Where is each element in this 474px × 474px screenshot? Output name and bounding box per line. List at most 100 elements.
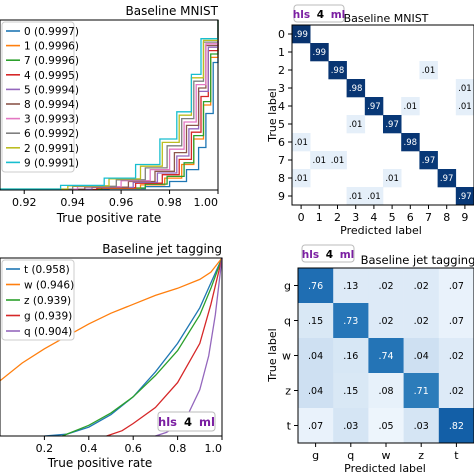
- badge-hls: hls: [293, 9, 310, 21]
- jet-cm-cell-value-2-0: .04: [308, 351, 323, 362]
- mnist-cm-cell-7-1: [310, 151, 329, 170]
- jet-cm-cell-value-3-3: .71: [414, 386, 429, 397]
- jet-roc-badge-text: hls 4 ml: [158, 415, 215, 429]
- jet-cm-cell-4-3: [403, 408, 440, 444]
- jet-cm-cell-1-1: [333, 303, 369, 339]
- mnist-roc-legend-label-3: 4 (0.9995): [24, 70, 79, 82]
- mnist-cm-ytick-label-2: 2: [278, 64, 285, 77]
- mnist-roc-legend-label-9: 9 (0.9991): [24, 157, 79, 169]
- mnist-cm-cell-1-1: [310, 43, 329, 62]
- jet-roc-legend: t (0.958) w (0.946) z (0.939) g (0.939) q (0…: [6, 264, 74, 338]
- mnist-roc-xtick-label-3: 0.98: [157, 196, 182, 209]
- jet-cm-cell-3-4: [438, 373, 474, 409]
- mnist-cm-ytick-label-8: 8: [278, 172, 285, 185]
- jet-cm-xlabel: Predicted label: [344, 462, 426, 474]
- jet-cm-cell-value-4-0: .07: [308, 421, 323, 432]
- jet-cm-cell-value-0-1: .13: [343, 281, 358, 292]
- jet-roc-axes-frame: [0, 257, 223, 437]
- jet-cm-cell-3-3: [403, 373, 440, 409]
- mnist-cm-xtick-label-0: 0: [298, 211, 305, 224]
- mnist-cm-cell-value-0-0: .99: [294, 30, 308, 40]
- mnist-cm-cell-4-4: [364, 97, 384, 116]
- jet-cm-ylabel: True label: [266, 328, 279, 382]
- jet-roc-badge: hls 4 ml: [157, 411, 216, 432]
- jet-cm-xtick-label-3: z: [418, 449, 424, 462]
- mnist-cm-cell-value-6-6: .98: [404, 138, 418, 148]
- mnist-roc-legend: 0 (0.9997) 1 (0.9996) 7 (0.9996) 4 (0.9995)…: [6, 26, 79, 169]
- mnist-cm-cell-3-9: [455, 79, 474, 98]
- jet-cm-cell-4-2: [368, 408, 404, 444]
- jet-roc-series-line-2: [61, 257, 223, 437]
- jet-cm-cell-value-1-0: .15: [308, 316, 323, 327]
- jet-cm-cell-3-0: [298, 373, 334, 409]
- panel-mnist-confusion: .99 .99 .98 .01 .98 .01 .97 .01 .01 .01 .97 .01 .98.…: [266, 4, 474, 237]
- jet-cm-ytick-label-4: t: [287, 419, 292, 432]
- mnist-roc-legend-label-1: 1 (0.9996): [24, 41, 79, 53]
- panel-mnist-roc: Baseline MNIST 0 (0.9997) 1 (0.9996) 7 (0.…: [0, 4, 219, 225]
- mnist-cm-cell-3-3: [346, 79, 366, 98]
- mnist-cm-ytick-label-0: 0: [278, 28, 285, 41]
- mnist-cm-cell-value-9-9: .97: [458, 192, 472, 202]
- mnist-cm-cell-9-3: [346, 187, 366, 206]
- mnist-roc-legend-label-7: 6 (0.9992): [24, 128, 79, 140]
- jet-cm-ytick-label-2: w: [282, 349, 291, 362]
- mnist-roc-xtick-label-0: 0.92: [12, 196, 37, 209]
- jet-roc-xtick-label-0: 0.2: [36, 442, 54, 455]
- jet-cm-cell-value-3-0: .04: [308, 386, 323, 397]
- jet-cm-cell-0-1: [333, 268, 369, 304]
- jet-cm-xtick-label-4: t: [454, 449, 459, 462]
- mnist-roc-legend-label-8: 2 (0.9991): [24, 143, 79, 155]
- jet-roc-legend-label-1: w (0.946): [24, 280, 74, 292]
- jet-cm-cell-value-4-1: .03: [343, 421, 358, 432]
- jet-cm-cell-1-4: [438, 303, 474, 339]
- jet-cm-cell-value-4-2: .05: [378, 421, 393, 432]
- mnist-cm-cell-value-6-0: .01: [294, 138, 308, 148]
- jet-cm-cell-value-1-3: .02: [414, 316, 429, 327]
- mnist-roc-legend-label-6: 3 (0.9993): [24, 114, 79, 126]
- jet-cm-cell-value-1-2: .02: [378, 316, 393, 327]
- jet-roc-xlabel: True positive rate: [47, 456, 153, 470]
- mnist-cm-title: Baseline MNIST: [344, 12, 429, 25]
- jet-cm-cell-2-3: [403, 338, 440, 374]
- mnist-roc-legend-label-2: 7 (0.9996): [24, 55, 79, 67]
- mnist-cm-ytick-label-6: 6: [278, 136, 285, 149]
- jet-cm-ytick-label-1: q: [284, 314, 291, 327]
- jet-cm-cell-value-4-3: .03: [414, 421, 429, 432]
- jet-cm-cell-0-4: [438, 268, 474, 304]
- mnist-roc-curves: [0, 20, 219, 191]
- mnist-cm-cell-value-1-1: .99: [313, 48, 327, 58]
- mnist-cm-cell-value-9-3: .01: [349, 192, 363, 202]
- mnist-cm-cell-value-7-1: .01: [313, 156, 327, 166]
- jet-cm-cell-value-3-1: .15: [343, 386, 358, 397]
- jet-cm-ytick-label-3: z: [285, 384, 291, 397]
- jet-roc-series-line-1: [0, 257, 223, 382]
- mnist-cm-cell-value-8-8: .97: [440, 174, 454, 184]
- badge-four: 4: [317, 9, 324, 21]
- jet-cm-cell-value-2-3: .04: [414, 351, 429, 362]
- mnist-roc-legend-label-5: 8 (0.9994): [24, 99, 79, 111]
- mnist-cm-cell-6-6: [401, 133, 420, 152]
- mnist-cm-xtick-label-6: 6: [407, 211, 414, 224]
- badge-ml: ml: [340, 249, 355, 261]
- mnist-cm-cell-value-7-7: .97: [422, 156, 436, 166]
- jet-cm-cell-value-2-2: .74: [378, 351, 393, 362]
- mnist-roc-xticks: 0.92 0.94 0.96 0.98 1.00: [12, 190, 219, 209]
- mnist-roc-title: Baseline MNIST: [125, 4, 218, 18]
- jet-cm-cell-4-4: [438, 408, 474, 444]
- jet-cm-cell-value-0-2: .02: [378, 281, 393, 292]
- mnist-cm-xtick-label-8: 8: [443, 211, 450, 224]
- mnist-cm-frame: [291, 24, 474, 206]
- mnist-roc-series-line-9: [0, 20, 219, 190]
- jet-cm-cell-4-1: [333, 408, 369, 444]
- mnist-cm-ytick-label-1: 1: [278, 46, 285, 59]
- mnist-cm-cell-5-5: [383, 115, 402, 134]
- jet-cm-cell-1-2: [368, 303, 404, 339]
- mnist-roc-xtick-label-2: 0.96: [109, 196, 134, 209]
- jet-cm-cell-value-2-4: .02: [449, 351, 464, 362]
- badge-hls: hls: [302, 249, 319, 261]
- mnist-cm-cell-value-3-9: .01: [458, 84, 472, 94]
- mnist-roc-xtick-label-1: 0.94: [60, 196, 85, 209]
- jet-cm-cell-value-2-1: .16: [343, 351, 358, 362]
- jet-roc-xtick-label-3: 0.8: [169, 442, 187, 455]
- mnist-cm-xlabel: Predicted label: [340, 224, 422, 237]
